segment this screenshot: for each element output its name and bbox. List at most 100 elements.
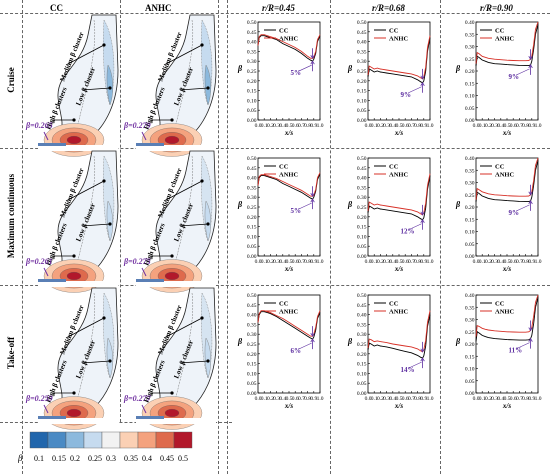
x-tick-label: 0.4 <box>497 123 504 129</box>
series-line-cc <box>257 311 321 340</box>
line-chart: 0.000.050.100.150.200.250.300.350.400.45… <box>237 20 324 137</box>
colorbar-tick: 0.35 <box>124 454 138 463</box>
beta-value: β=0.279 <box>123 121 151 130</box>
annotation-arrowhead <box>310 338 315 343</box>
beta-arrow <box>43 131 49 141</box>
x-tick-label: 0.0 <box>365 259 372 265</box>
x-axis-label: x/s <box>394 129 403 137</box>
y-tick-label: 0.05 <box>247 108 257 114</box>
y-tick-label: 0.15 <box>247 225 257 231</box>
y-tick-label: 0.20 <box>247 79 257 85</box>
annotation-arrowhead <box>310 60 315 65</box>
y-tick-label: 0.30 <box>357 332 367 338</box>
blade-outline <box>57 287 119 419</box>
y-tick-label: 0.20 <box>247 352 257 358</box>
annotation-arrowhead <box>528 191 533 196</box>
x-axis-label: x/s <box>284 265 293 273</box>
colorbar-swatch <box>83 431 103 449</box>
y-tick-label: 0.35 <box>465 32 475 38</box>
hub-strip <box>136 416 164 419</box>
y-tick-label: 0.10 <box>465 230 475 236</box>
line-chart: 0.000.050.100.150.200.250.300.350.400.45… <box>237 156 324 273</box>
series-line-cc <box>475 24 539 67</box>
x-tick-label: 0.5 <box>396 123 403 129</box>
beta-arrow <box>141 404 147 414</box>
x-tick-label: 0.2 <box>377 396 384 402</box>
x-tick-label: 0.1 <box>479 259 486 265</box>
y-tick-label: 0.10 <box>357 371 367 377</box>
x-tick-label: 0.6 <box>510 396 517 402</box>
y-tick-label: 0.20 <box>357 352 367 358</box>
y-tick-label: 0.30 <box>357 195 367 201</box>
x-tick-label: 1.0 <box>535 259 542 265</box>
x-tick-label: 0.4 <box>497 259 504 265</box>
legend-label: CC <box>389 28 399 35</box>
y-tick-label: 0.05 <box>357 381 367 387</box>
blade-outline <box>155 14 217 146</box>
y-tick-label: 0.15 <box>247 89 257 95</box>
y-tick-label: 0.00 <box>357 391 367 397</box>
y-tick-label: 0.10 <box>357 98 367 104</box>
y-tick-label: 0.00 <box>247 254 257 260</box>
annotation-arrowhead <box>420 81 425 86</box>
y-tick-label: 0.25 <box>247 205 257 211</box>
x-tick-label: 0.2 <box>485 259 492 265</box>
line-chart: 0.000.050.100.150.200.250.300.350.400.45… <box>347 156 434 273</box>
panel-base <box>38 145 118 151</box>
x-tick-label: 0.5 <box>286 396 293 402</box>
hub-strip <box>136 279 164 282</box>
annotation-arrowhead <box>310 193 315 197</box>
x-tick-label: 0.8 <box>414 259 421 265</box>
leader-dot <box>102 179 106 183</box>
annotation-arrowhead <box>528 200 533 205</box>
colorbar-tick: 0.15 <box>52 454 66 463</box>
x-tick-label: 0.9 <box>310 396 317 402</box>
colorbar-swatch <box>155 431 175 449</box>
x-tick-label: 0.8 <box>522 123 529 129</box>
y-tick-label: 0.15 <box>357 225 367 231</box>
x-tick-label: 0.8 <box>304 259 311 265</box>
series-line-cc <box>475 160 539 203</box>
x-tick-label: 0.9 <box>420 396 427 402</box>
x-tick-label: 0.1 <box>261 123 268 129</box>
x-tick-label: 0.2 <box>377 123 384 129</box>
x-tick-label: 0.7 <box>516 259 523 265</box>
annotation-arrowhead <box>420 348 425 353</box>
colorbar-swatch <box>173 431 193 449</box>
annotation-arrowhead <box>528 327 533 332</box>
annotation-leader <box>408 86 422 94</box>
leader-line <box>163 44 203 66</box>
legend-label: ANHC <box>389 172 408 179</box>
low-beta-core <box>204 200 211 242</box>
x-tick-label: 0.3 <box>383 396 390 402</box>
colorbar-swatch <box>101 431 121 449</box>
y-tick-label: 0.10 <box>247 98 257 104</box>
y-tick-label: 0.05 <box>247 244 257 250</box>
x-tick-label: 0.2 <box>267 259 274 265</box>
colorbar-tick: 0.4 <box>142 454 152 463</box>
y-tick-label: 0.10 <box>465 94 475 100</box>
x-tick-label: 0.0 <box>255 396 262 402</box>
x-tick-label: 0.4 <box>389 123 396 129</box>
hub-strip <box>38 416 66 419</box>
legend-label: CC <box>279 301 289 308</box>
leader-dot <box>206 222 210 226</box>
panel-base <box>136 145 216 151</box>
x-tick-label: 0.9 <box>310 259 317 265</box>
x-tick-label: 0.7 <box>408 123 415 129</box>
x-tick-label: 1.0 <box>535 396 542 402</box>
y-tick-label: 0.35 <box>247 322 257 328</box>
high-beta-region <box>66 408 82 417</box>
annotation-leader <box>516 68 530 76</box>
y-tick-label: 0.40 <box>247 176 257 182</box>
x-tick-label: 1.0 <box>535 123 542 129</box>
x-tick-label: 0.1 <box>261 259 268 265</box>
beta-value: β=0.259 <box>25 394 53 403</box>
y-tick-label: 0.50 <box>357 20 367 26</box>
y-tick-label: 0.10 <box>247 371 257 377</box>
y-tick-label: 0.05 <box>465 242 475 248</box>
legend-label: CC <box>495 301 505 308</box>
y-tick-label: 0.40 <box>465 156 475 162</box>
x-tick-label: 0.4 <box>279 396 286 402</box>
